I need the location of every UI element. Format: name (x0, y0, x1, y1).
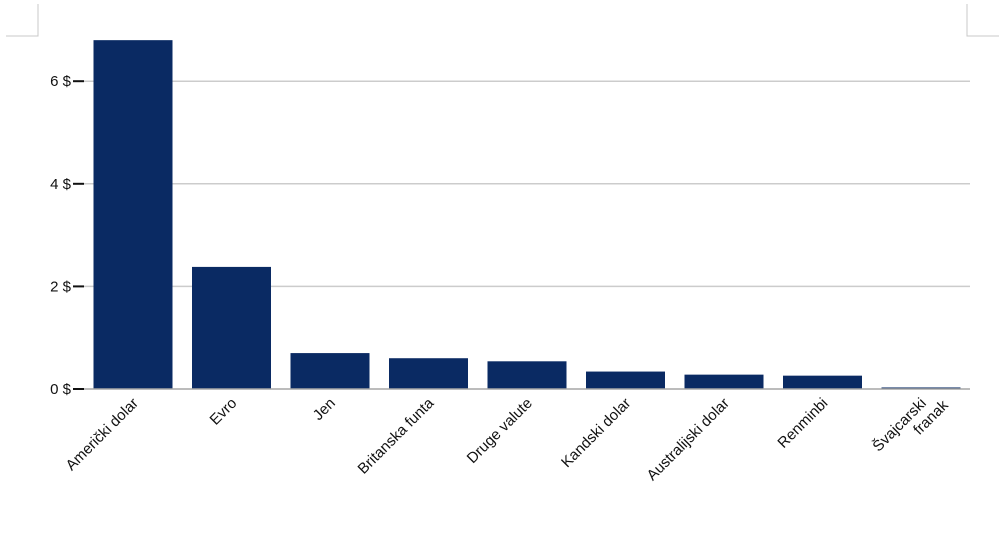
bar (192, 266, 271, 389)
x-tick-label: Američki dolar (63, 395, 142, 474)
bar (881, 387, 961, 389)
x-tick-label: Švajcarskifranak (869, 385, 952, 468)
x-tick-labels: Američki dolar Evro Jen Britanska funta Drug… (63, 385, 952, 484)
bar (389, 358, 468, 389)
y-tick-labels: 0 $ 2 $ 4 $ 6 $ (50, 73, 72, 398)
bar (487, 361, 567, 389)
y-tick-label: 0 $ (50, 381, 72, 398)
axes (73, 80, 970, 390)
x-tick-label: Renminbi (774, 395, 831, 452)
corner-mark-left (6, 4, 39, 37)
bar (783, 375, 862, 389)
bar (586, 371, 665, 389)
x-tick-label: Evro (206, 395, 240, 429)
bars (93, 40, 961, 389)
x-tick-label: Jen (310, 395, 339, 424)
y-tick-label: 2 $ (50, 278, 72, 295)
bar (684, 374, 764, 389)
x-tick-label: Britanska funta (355, 394, 438, 477)
y-tick-label: 6 $ (50, 73, 72, 90)
bar (93, 40, 173, 389)
corner-mark-right (966, 4, 999, 37)
y-tick-label: 4 $ (50, 176, 72, 193)
x-tick-label: Druge valute (464, 395, 536, 467)
gridlines (84, 80, 970, 288)
bar (290, 353, 370, 389)
x-tick-label: Kandski dolar (558, 395, 634, 471)
x-tick-label: Australijski dolar (644, 395, 733, 484)
